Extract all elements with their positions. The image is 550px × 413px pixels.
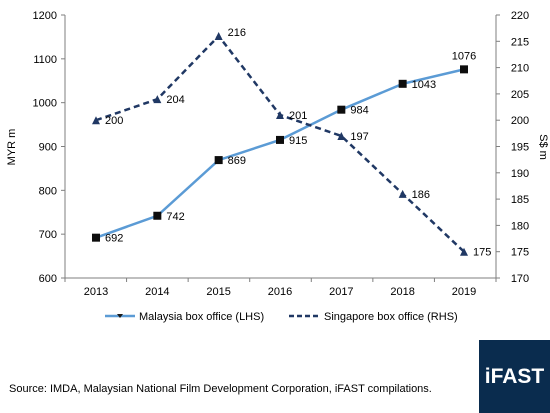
malaysia-point [337,105,346,114]
right-tick-label: 195 [511,142,529,154]
singapore-point [460,247,468,256]
malaysia-point [153,211,162,220]
left-axis-title: MYR m [6,129,18,166]
singapore-data-label: 216 [228,27,246,39]
singapore-point [214,32,223,41]
singapore-point [337,131,346,140]
source-note: Source: IMDA, Malaysian National Film De… [9,383,432,395]
right-tick-label: 175 [511,247,529,259]
right-tick-label: 200 [511,115,529,127]
legend: Malaysia box office (LHS) Singapore box … [105,311,458,323]
right-tick-label: 215 [511,36,529,48]
x-tick-label: 2015 [206,286,230,298]
data-labels: 692 742 869 915 984 1043 1076 200 204 216 201 197 18… [105,27,491,259]
singapore-data-label: 200 [105,115,123,127]
left-tick-label: 700 [39,229,57,241]
singapore-point [92,116,100,125]
malaysia-data-label: 1043 [412,79,436,91]
left-axis-ticks: 600 700 800 900 1000 1100 1200 [33,10,65,285]
x-tick-label: 2019 [452,286,476,298]
malaysia-data-label: 984 [350,105,368,117]
x-tick-label: 2014 [145,286,169,298]
malaysia-data-label: 915 [289,135,307,147]
left-tick-label: 900 [39,142,57,154]
malaysia-point [92,233,100,242]
legend-label-malaysia: Malaysia box office (LHS) [139,311,264,323]
singapore-data-label: 204 [166,94,184,106]
right-tick-label: 170 [511,273,529,285]
singapore-data-label: 186 [412,189,430,201]
singapore-point [276,110,284,119]
left-tick-label: 600 [39,273,57,285]
right-tick-label: 205 [511,89,529,101]
x-tick-label: 2017 [329,286,353,298]
malaysia-data-label: 1076 [452,50,476,62]
left-tick-label: 1000 [33,98,57,110]
singapore-point [153,95,162,104]
malaysia-point [460,65,468,74]
left-tick-label: 1100 [33,54,57,66]
malaysia-point [398,79,407,88]
malaysia-point [276,135,284,144]
right-tick-label: 180 [511,220,529,232]
footer: Source: IMDA, Malaysian National Film De… [0,340,550,413]
malaysia-point [214,156,223,165]
legend-marker-malaysia [117,314,123,318]
right-tick-label: 220 [511,10,529,22]
x-tick-label: 2013 [84,286,108,298]
right-tick-label: 210 [511,63,529,75]
box-office-chart: 600 700 800 900 1000 1100 1200 170 175 180 185 190… [6,10,549,323]
legend-label-singapore: Singapore box office (RHS) [324,311,458,323]
plot-area [64,15,497,279]
right-tick-label: 185 [511,194,529,206]
ifast-logo: iFAST [479,340,550,413]
malaysia-data-label: 869 [228,155,246,167]
left-tick-label: 1200 [33,10,57,22]
right-tick-label: 190 [511,168,529,180]
malaysia-data-label: 692 [105,233,123,245]
right-axis-ticks: 170 175 180 185 190 195 200 205 210 215 220 [496,10,529,285]
singapore-point [398,189,407,198]
singapore-data-label: 175 [473,247,491,259]
malaysia-data-label: 742 [166,211,184,223]
x-axis-ticks: 2013 2014 2015 2016 2017 2018 2019 [64,278,497,298]
left-tick-label: 800 [39,185,57,197]
series-layer [92,32,468,256]
x-tick-label: 2018 [390,286,414,298]
x-tick-label: 2016 [268,286,292,298]
singapore-data-label: 201 [289,110,307,122]
right-axis-title: S$ m [537,134,549,160]
malaysia-series-line [95,68,465,239]
singapore-data-label: 197 [350,131,368,143]
